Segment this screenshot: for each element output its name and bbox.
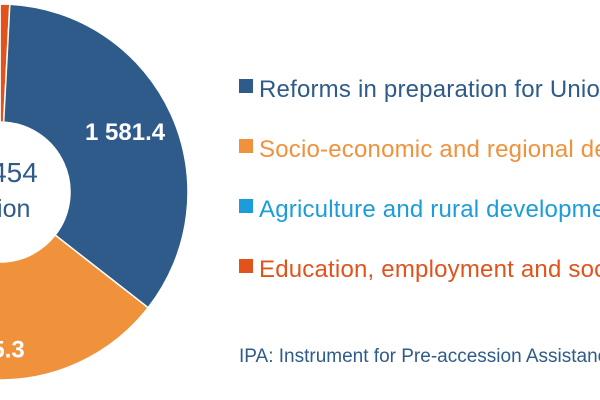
svg-text:1 581.4: 1 581.4	[85, 119, 166, 146]
svg-text:1 905.3: 1 905.3	[0, 337, 25, 364]
